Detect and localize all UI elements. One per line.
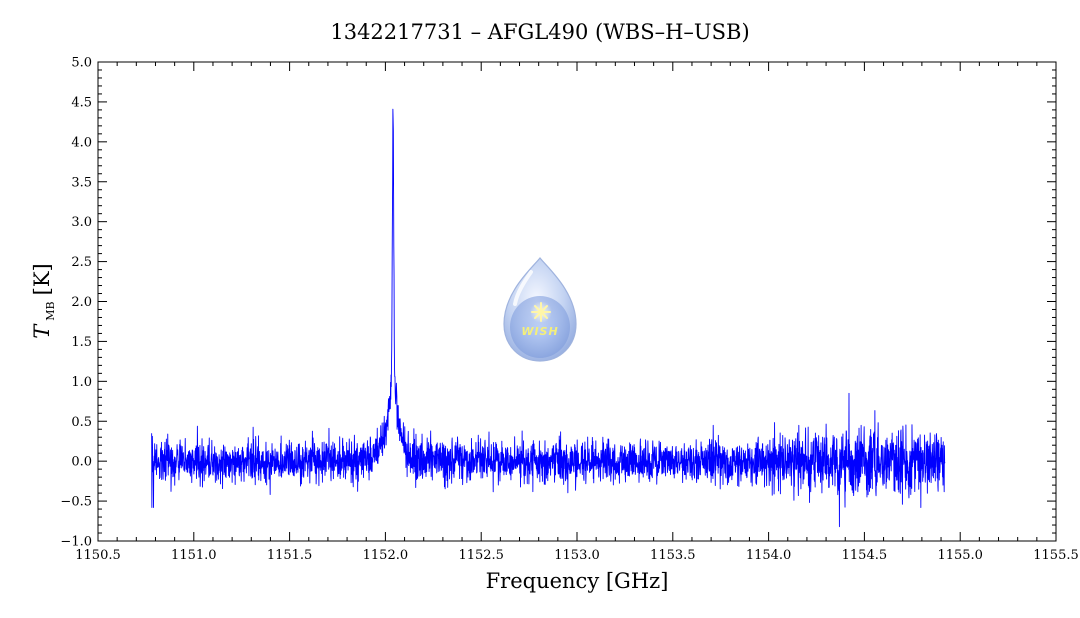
- y-tick-label: 3.0: [71, 215, 92, 230]
- x-axis-label: Frequency [GHz]: [486, 569, 669, 593]
- x-tick-label: 1150.5: [75, 548, 121, 563]
- star-icon: [531, 302, 551, 322]
- y-axis-label-unit: [K]: [30, 263, 54, 295]
- y-axis-label: T MB [K]: [30, 263, 57, 338]
- x-tick-label: 1154.0: [746, 548, 792, 563]
- y-tick-label: 4.0: [71, 135, 92, 150]
- wish-logo-watermark: WISH: [503, 257, 577, 362]
- x-tick-label: 1152.0: [363, 548, 409, 563]
- wish-logo-text: WISH: [521, 325, 558, 338]
- x-tick-label: 1155.0: [937, 548, 983, 563]
- svg-text:TMB[K]: T MB [K]: [30, 263, 57, 338]
- x-tick-label: 1153.5: [650, 548, 696, 563]
- x-tick-label: 1155.5: [1033, 548, 1079, 563]
- y-tick-label: 5.0: [71, 56, 92, 71]
- y-tick-label: 2.0: [71, 295, 92, 310]
- y-tick-label: 0.5: [71, 415, 92, 430]
- y-tick-label: 3.5: [71, 175, 92, 190]
- x-tick-label: 1153.0: [554, 548, 600, 563]
- y-tick-label: 1.0: [71, 375, 92, 390]
- x-tick-label: 1151.5: [267, 548, 313, 563]
- y-tick-label: 2.5: [71, 255, 92, 270]
- axis-tick-labels: 1150.5 1151.0 1151.5 1152.0 1152.5 1153.0 1153…: [60, 56, 1078, 564]
- x-tick-label: 1154.5: [842, 548, 888, 563]
- y-tick-label: −0.5: [60, 495, 92, 510]
- y-tick-label: 0.0: [71, 455, 92, 470]
- chart-title: 1342217731 – AFGL490 (WBS–H–USB): [330, 20, 749, 44]
- y-tick-label: −1.0: [60, 535, 92, 550]
- y-axis-label-subscript: MB: [44, 301, 57, 320]
- x-tick-label: 1152.5: [458, 548, 504, 563]
- y-tick-label: 1.5: [71, 335, 92, 350]
- spectrum-series-line: [151, 108, 946, 528]
- plot-area-frame: [97, 61, 1057, 542]
- x-tick-label: 1151.0: [171, 548, 217, 563]
- axis-ticks: [97, 61, 1057, 542]
- y-tick-label: 4.5: [71, 95, 92, 110]
- y-axis-label-symbol: T: [30, 323, 54, 339]
